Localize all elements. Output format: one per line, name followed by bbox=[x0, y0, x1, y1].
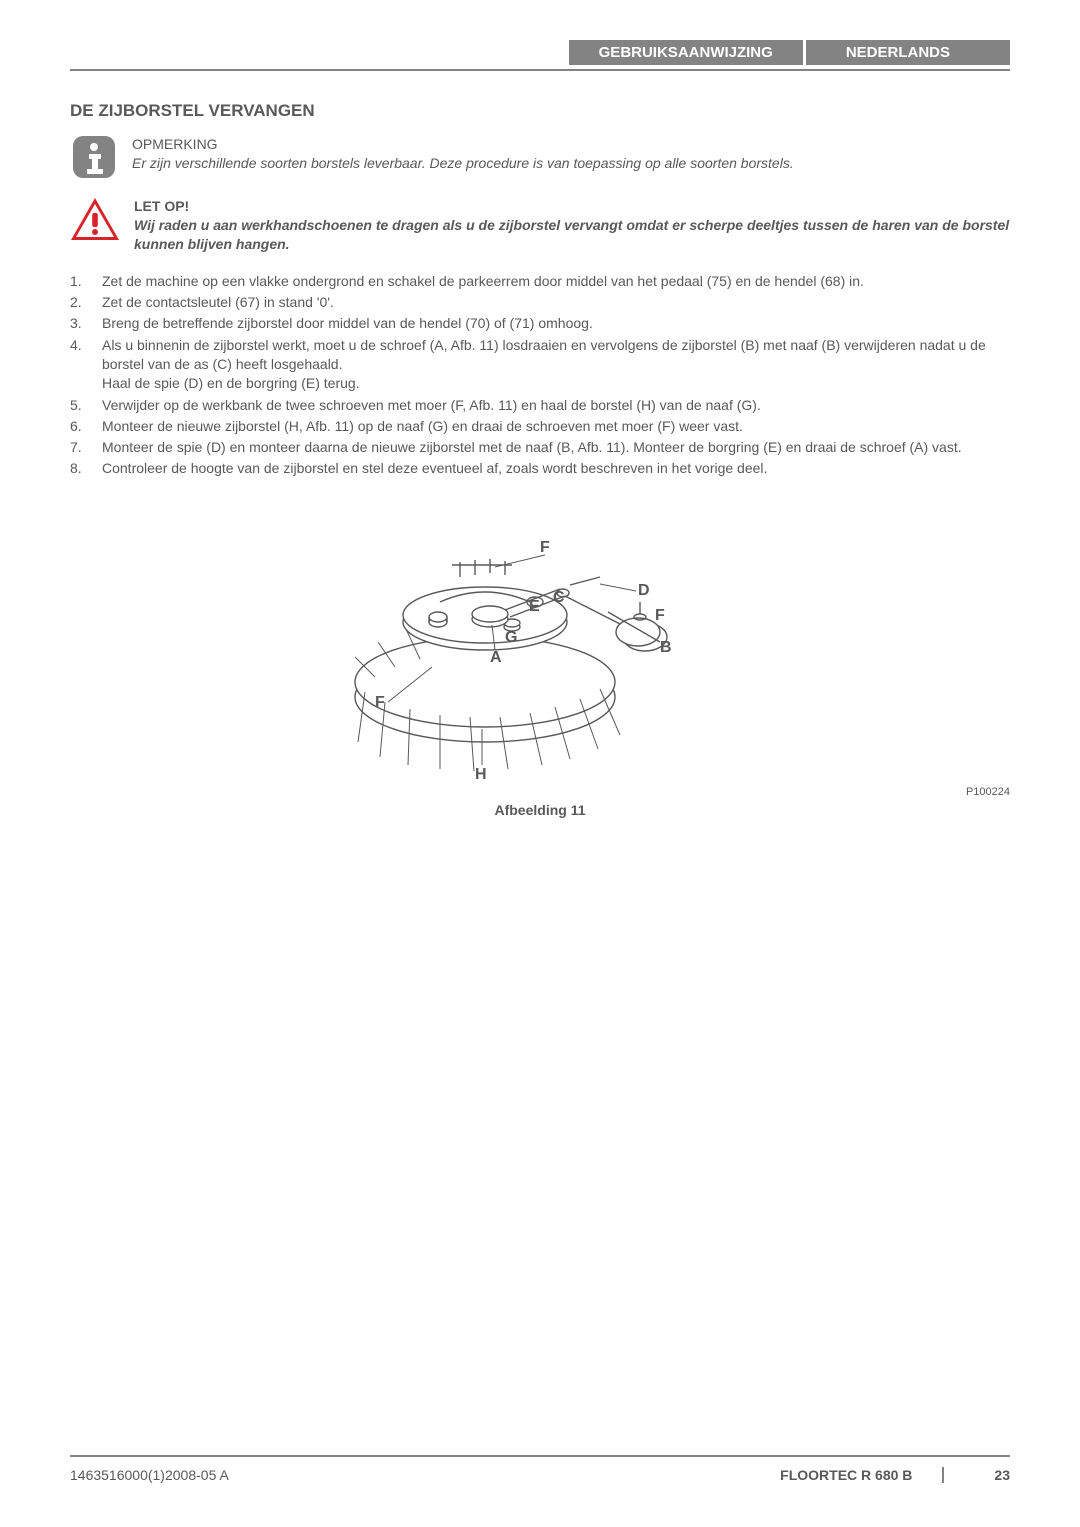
header-rule bbox=[70, 69, 1010, 71]
svg-text:G: G bbox=[505, 629, 517, 646]
header-language-badge: NEDERLANDS bbox=[806, 40, 1010, 65]
header-section-label: GEBRUIKSAANWIJZING bbox=[569, 40, 806, 65]
caution-block: LET OP! Wij raden u aan werkhandschoenen… bbox=[70, 197, 1010, 254]
figure-caption: Afbeelding 11 bbox=[494, 802, 585, 818]
info-icon bbox=[70, 135, 118, 179]
figure-caption-row: Afbeelding 11 P100224 bbox=[70, 802, 1010, 818]
list-item: Controleer de hoogte van de zijborstel e… bbox=[70, 459, 1010, 478]
svg-text:F: F bbox=[375, 694, 385, 711]
note-block: OPMERKING Er zijn verschillende soorten … bbox=[70, 135, 1010, 179]
svg-text:H: H bbox=[475, 766, 487, 783]
footer-model: FLOORTEC R 680 B bbox=[780, 1467, 944, 1483]
list-item: Zet de machine op een vlakke ondergrond … bbox=[70, 272, 1010, 291]
figure-diagram: F F E C D F B G A H bbox=[340, 507, 740, 792]
svg-text:A: A bbox=[490, 649, 502, 666]
list-item: Monteer de nieuwe zijborstel (H, Afb. 11… bbox=[70, 417, 1010, 436]
footer-doc-ref: 1463516000(1)2008-05 A bbox=[70, 1467, 229, 1483]
footer-rule bbox=[70, 1455, 1010, 1457]
svg-text:C: C bbox=[553, 589, 565, 606]
page-footer: 1463516000(1)2008-05 A FLOORTEC R 680 B … bbox=[70, 1455, 1010, 1483]
figure-code: P100224 bbox=[966, 786, 1010, 798]
steps-list: Zet de machine op een vlakke ondergrond … bbox=[70, 272, 1010, 479]
list-item: Monteer de spie (D) en monteer daarna de… bbox=[70, 438, 1010, 457]
caution-text: LET OP! Wij raden u aan werkhandschoenen… bbox=[134, 197, 1010, 254]
svg-text:F: F bbox=[540, 539, 550, 556]
note-label: OPMERKING bbox=[132, 135, 794, 154]
svg-text:E: E bbox=[529, 598, 540, 615]
figure: F F E C D F B G A H Afbeelding 11 P10022… bbox=[70, 507, 1010, 818]
caution-label: LET OP! bbox=[134, 197, 1010, 216]
note-body: Er zijn verschillende soorten borstels l… bbox=[132, 154, 794, 173]
footer-page: 23 bbox=[994, 1467, 1010, 1483]
warning-icon bbox=[70, 197, 120, 241]
caution-body: Wij raden u aan werkhandschoenen te drag… bbox=[134, 216, 1010, 254]
note-text: OPMERKING Er zijn verschillende soorten … bbox=[132, 135, 794, 173]
svg-text:F: F bbox=[655, 607, 665, 624]
list-item: Zet de contactsleutel (67) in stand '0'. bbox=[70, 293, 1010, 312]
list-item: Verwijder op de werkbank de twee schroev… bbox=[70, 396, 1010, 415]
header-bar: GEBRUIKSAANWIJZING NEDERLANDS bbox=[70, 40, 1010, 65]
section-title: DE ZIJBORSTEL VERVANGEN bbox=[70, 101, 1010, 121]
svg-text:D: D bbox=[638, 582, 650, 599]
list-item: Als u binnenin de zijborstel werkt, moet… bbox=[70, 336, 1010, 394]
svg-text:B: B bbox=[660, 639, 672, 656]
list-item: Breng de betreffende zijborstel door mid… bbox=[70, 314, 1010, 333]
